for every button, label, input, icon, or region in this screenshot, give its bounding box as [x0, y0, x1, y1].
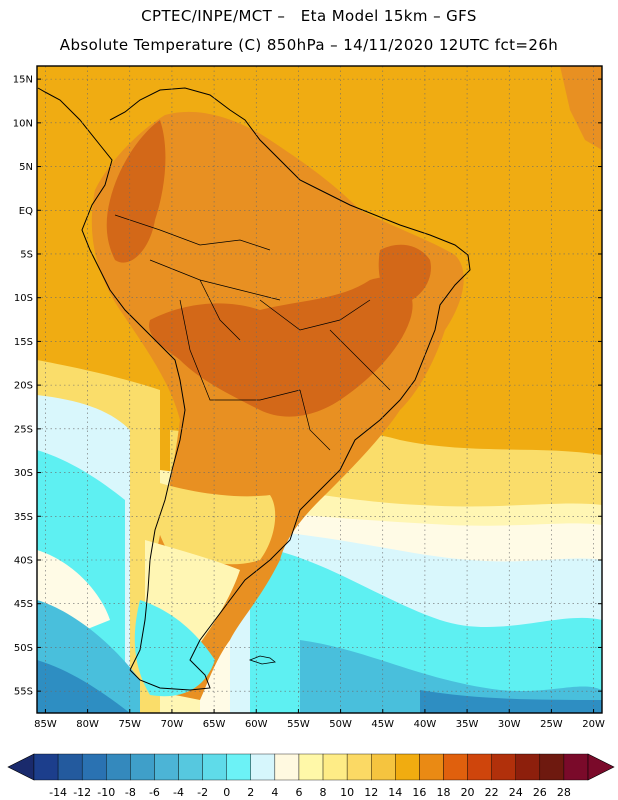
lon-label: 60W — [245, 719, 268, 730]
lon-label: 85W — [34, 719, 57, 730]
colorbar-label: 8 — [320, 786, 327, 799]
lon-label: 35W — [456, 719, 479, 730]
colorbar-label: 4 — [271, 786, 278, 799]
field-atlantic-midblue — [300, 640, 602, 713]
colorbar-label: -6 — [149, 786, 160, 799]
map-frame — [36, 65, 603, 714]
lat-label: 55S — [14, 687, 33, 698]
temperature-field — [37, 66, 602, 713]
colorbar-label: -2 — [197, 786, 208, 799]
colorbar-label: 26 — [533, 786, 547, 799]
colorbar-label: 12 — [364, 786, 378, 799]
colorbar-swatch — [81, 753, 107, 781]
colorbar-swatch — [371, 753, 396, 781]
lat-label: 30S — [14, 468, 33, 479]
lon-label: 20W — [582, 719, 605, 730]
field-continent-yellow-south — [150, 480, 276, 565]
colorbar-swatch — [539, 753, 565, 781]
colorbar-label: -10 — [97, 786, 115, 799]
lon-label: 30W — [498, 719, 521, 730]
colorbar-label: 0 — [223, 786, 230, 799]
colorbar-label: 10 — [340, 786, 354, 799]
lat-label: 15S — [14, 337, 33, 348]
colorbar-label: -12 — [73, 786, 91, 799]
colorbar-swatch — [57, 753, 83, 781]
colorbar: -14 -12 -10 -8 -6 -4 -2 0 2 4 6 8 10 12 14 16 18 20 22 24 26… — [7, 753, 615, 799]
field-ne-warm — [560, 66, 602, 150]
colorbar-label: 24 — [509, 786, 523, 799]
colorbar-label: 2 — [247, 786, 254, 799]
colorbar-swatch — [250, 753, 276, 781]
lat-label: 45S — [14, 599, 33, 610]
colorbar-swatch — [202, 753, 227, 781]
lat-label: 5N — [19, 162, 33, 173]
falkland-islands — [248, 655, 276, 665]
colorbar-left-arrow — [7, 753, 35, 781]
colorbar-swatch — [298, 753, 324, 781]
lat-label: 5S — [20, 249, 33, 260]
lat-label: 10S — [14, 293, 33, 304]
lat-label: 15N — [13, 75, 33, 86]
lon-label: 80W — [76, 719, 99, 730]
title-line-1: CPTEC/INPE/MCT – Eta Model 15km – GFS — [141, 7, 477, 25]
colorbar-swatch — [154, 753, 179, 781]
colorbar-swatch — [274, 753, 300, 781]
colorbar-swatch — [443, 753, 468, 781]
lon-label: 25W — [540, 719, 563, 730]
colorbar-swatch — [467, 753, 492, 781]
longitude-labels: 85W 80W 75W 70W 65W 60W 55W 50W 45W 40W 35W 30W 25W 2… — [34, 719, 605, 730]
title-line-2: Absolute Temperature (C) 850hPa – 14/11/… — [59, 36, 559, 54]
colorbar-swatch — [395, 753, 420, 781]
lat-label: 10N — [13, 118, 33, 129]
colorbar-swatch — [130, 753, 155, 781]
field-continent-hot-center — [149, 277, 413, 417]
lat-label: 40S — [14, 555, 33, 566]
lat-label: 25S — [14, 424, 33, 435]
lon-label: 75W — [118, 719, 141, 730]
lon-label: 70W — [161, 719, 184, 730]
colorbar-swatch — [33, 753, 59, 781]
colorbar-swatch — [346, 753, 372, 781]
colorbar-swatch — [178, 753, 203, 781]
field-pacific-deepblue — [37, 660, 130, 713]
colorbar-label: -14 — [49, 786, 67, 799]
colorbar-label: -4 — [173, 786, 184, 799]
field-patagonia-cyan — [134, 600, 215, 697]
lat-label: 35S — [14, 512, 33, 523]
colorbar-swatch — [563, 753, 589, 781]
lon-label: 50W — [329, 719, 352, 730]
colorbar-swatch — [106, 753, 131, 781]
country-borders — [114, 214, 391, 451]
field-continent-hot-east — [378, 244, 431, 305]
lon-label: 65W — [203, 719, 226, 730]
colorbar-label: 28 — [557, 786, 571, 799]
colorbar-swatch — [419, 753, 444, 781]
lat-label: EQ — [19, 206, 33, 217]
field-atlantic-deepblue — [420, 690, 602, 713]
lat-label: 20S — [14, 381, 33, 392]
colorbar-label: 6 — [295, 786, 302, 799]
lon-label: 45W — [371, 719, 394, 730]
lon-label: 40W — [414, 719, 437, 730]
colorbar-swatch — [515, 753, 541, 781]
coastline — [37, 87, 471, 691]
latitude-labels: 15N 10N 5N EQ 5S 10S 15S 20S 25S 30S 35S 40S 45S 50S 5… — [13, 75, 33, 698]
colorbar-swatch — [226, 753, 251, 781]
colorbar-label: 20 — [461, 786, 475, 799]
colorbar-label: -8 — [125, 786, 136, 799]
colorbar-label: 18 — [436, 786, 450, 799]
colorbar-label: 16 — [412, 786, 426, 799]
colorbar-swatch — [322, 753, 348, 781]
lat-label: 50S — [14, 643, 33, 654]
colorbar-label: 14 — [388, 786, 402, 799]
lon-label: 55W — [287, 719, 310, 730]
colorbar-label: 22 — [485, 786, 499, 799]
colorbar-right-arrow — [587, 753, 615, 781]
colorbar-swatch — [491, 753, 516, 781]
